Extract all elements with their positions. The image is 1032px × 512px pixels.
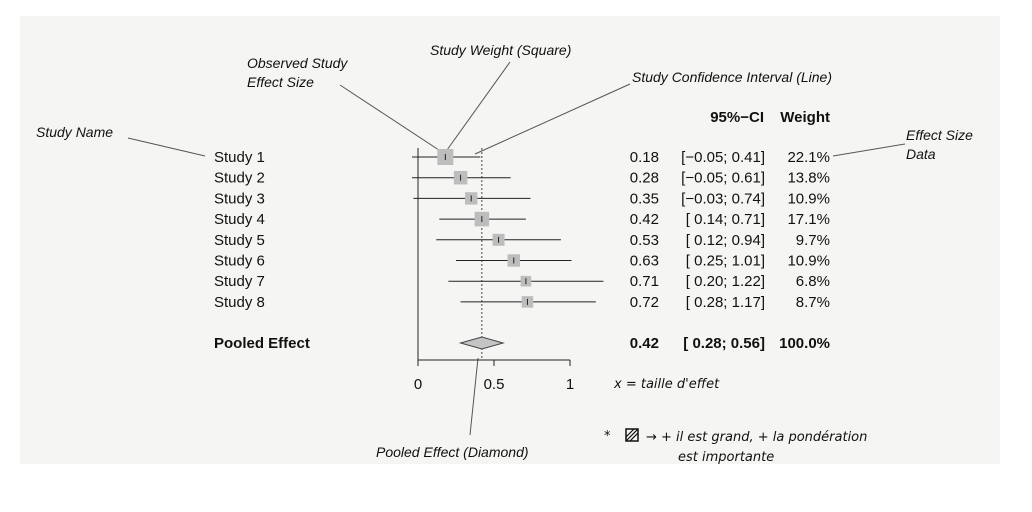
study-ci-text: [ 0.12; 0.94]	[686, 232, 765, 249]
study-row: Study 2 0.28 [−0.05; 0.61] 13.8%	[214, 170, 830, 187]
annotation-effect-size-2: Data	[906, 146, 936, 162]
study-weight-text: 10.9%	[787, 253, 830, 270]
study-name: Study 4	[214, 211, 265, 228]
study-ci-text: [−0.03; 0.74]	[681, 190, 765, 207]
note-weight-2: est importante	[678, 450, 774, 465]
pointer-pooled-diamond	[469, 357, 479, 436]
study-row: Study 8 0.72 [ 0.28; 1.17] 8.7%	[214, 294, 830, 311]
pointer-study-ci	[474, 83, 631, 155]
header-ci: 95%−CI	[710, 109, 764, 126]
study-effect-value: 0.71	[630, 273, 659, 290]
x-tick-label: 1	[566, 376, 574, 393]
study-name: Study 8	[214, 294, 265, 311]
pooled-ci-text: [ 0.28; 0.56]	[683, 335, 765, 352]
pooled-effect-value: 0.42	[630, 335, 659, 352]
study-weight-text: 9.7%	[796, 232, 830, 249]
study-ci-text: [−0.05; 0.61]	[681, 170, 765, 187]
annotation-study-weight: Study Weight (Square)	[430, 42, 571, 58]
study-weight-text: 17.1%	[787, 211, 830, 228]
study-effect-value: 0.72	[630, 294, 659, 311]
study-weight-text: 10.9%	[787, 190, 830, 207]
study-name: Study 1	[214, 149, 265, 166]
header-weight: Weight	[780, 109, 830, 126]
study-name: Study 7	[214, 273, 265, 290]
study-row: Study 6 0.63 [ 0.25; 1.01] 10.9%	[214, 253, 830, 270]
study-effect-value: 0.28	[630, 170, 659, 187]
hatched-square-icon	[625, 428, 639, 442]
study-effect-value: 0.18	[630, 149, 659, 166]
study-weight-text: 22.1%	[787, 149, 830, 166]
annotation-study-ci: Study Confidence Interval (Line)	[632, 69, 832, 85]
pooled-name: Pooled Effect	[214, 335, 310, 352]
x-axis-ticks: 0 0.5 1	[414, 360, 574, 393]
study-name: Study 2	[214, 170, 265, 187]
study-weight-text: 13.8%	[787, 170, 830, 187]
note-x-effect: x = taille d'effet	[613, 377, 720, 392]
study-effect-value: 0.42	[630, 211, 659, 228]
study-row: Study 7 0.71 [ 0.20; 1.22] 6.8%	[214, 273, 830, 290]
pooled-row: Pooled Effect 0.42 [ 0.28; 0.56] 100.0%	[214, 335, 830, 352]
study-ci-text: [ 0.20; 1.22]	[686, 273, 765, 290]
study-weight-text: 8.7%	[796, 294, 830, 311]
study-ci-text: [−0.05; 0.41]	[681, 149, 765, 166]
pooled-weight-text: 100.0%	[779, 335, 830, 352]
pooled-diamond	[458, 336, 505, 350]
study-effect-value: 0.63	[630, 253, 659, 270]
study-name: Study 5	[214, 232, 265, 249]
note-asterisk: *	[604, 429, 611, 444]
study-ci-text: [ 0.28; 1.17]	[686, 294, 765, 311]
annotation-study-name: Study Name	[36, 124, 113, 140]
study-ci-text: [ 0.25; 1.01]	[686, 253, 765, 270]
study-row: Study 5 0.53 [ 0.12; 0.94] 9.7%	[214, 232, 830, 249]
study-weight-text: 6.8%	[796, 273, 830, 290]
pointer-observed-effect	[339, 84, 449, 157]
pointer-study-weight	[446, 61, 511, 151]
study-name: Study 6	[214, 253, 265, 270]
annotation-pooled-diamond: Pooled Effect (Diamond)	[376, 444, 529, 460]
study-effect-value: 0.53	[630, 232, 659, 249]
annotation-observed-effect-2: Effect Size	[247, 74, 314, 90]
study-effect-value: 0.35	[630, 190, 659, 207]
annotation-lines	[127, 61, 906, 436]
pointer-effect-size-data	[832, 143, 906, 157]
study-row: Study 3 0.35 [−0.03; 0.74] 10.9%	[214, 190, 830, 207]
study-ci-text: [ 0.14; 0.71]	[686, 211, 765, 228]
study-row: Study 4 0.42 [ 0.14; 0.71] 17.1%	[214, 211, 830, 228]
x-tick-label: 0.5	[484, 376, 505, 393]
study-rows: Study 1 0.18 [−0.05; 0.41] 22.1% Study 2 0.28…	[214, 149, 830, 311]
note-weight-1: → + il est grand, + la pondération	[646, 430, 867, 445]
annotation-observed-effect-1: Observed Study	[247, 55, 348, 71]
pointer-study-name	[127, 137, 206, 157]
x-tick-label: 0	[414, 376, 422, 393]
annotation-effect-size-1: Effect Size	[906, 127, 973, 143]
study-name: Study 3	[214, 190, 265, 207]
study-row: Study 1 0.18 [−0.05; 0.41] 22.1%	[214, 149, 830, 166]
